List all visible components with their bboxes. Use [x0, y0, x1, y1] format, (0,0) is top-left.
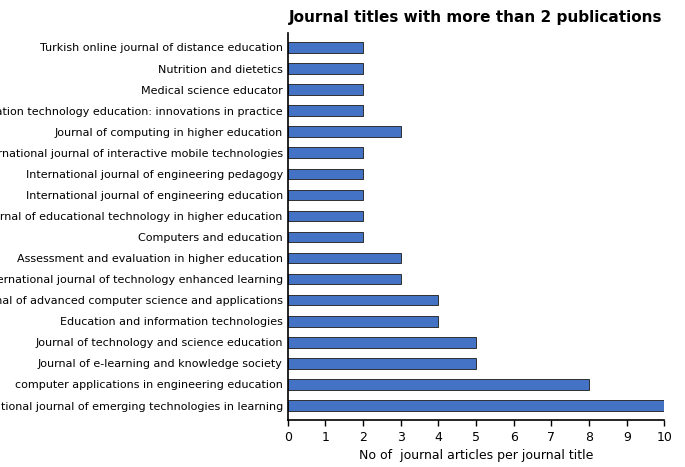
- Bar: [288, 85, 363, 95]
- X-axis label: No of  journal articles per journal title: No of journal articles per journal title: [359, 449, 593, 462]
- Bar: [288, 316, 438, 326]
- Bar: [288, 295, 438, 305]
- Bar: [288, 190, 363, 200]
- Title: Journal titles with more than 2 publications: Journal titles with more than 2 publicat…: [289, 10, 663, 25]
- Bar: [288, 63, 363, 74]
- Bar: [288, 42, 363, 53]
- Bar: [288, 127, 401, 137]
- Bar: [288, 169, 363, 179]
- Bar: [288, 232, 363, 242]
- Bar: [288, 337, 476, 347]
- Bar: [288, 274, 401, 284]
- Bar: [288, 358, 476, 368]
- Bar: [288, 211, 363, 221]
- Bar: [288, 253, 401, 263]
- Bar: [288, 400, 664, 411]
- Bar: [288, 106, 363, 116]
- Bar: [288, 379, 589, 390]
- Bar: [288, 148, 363, 158]
